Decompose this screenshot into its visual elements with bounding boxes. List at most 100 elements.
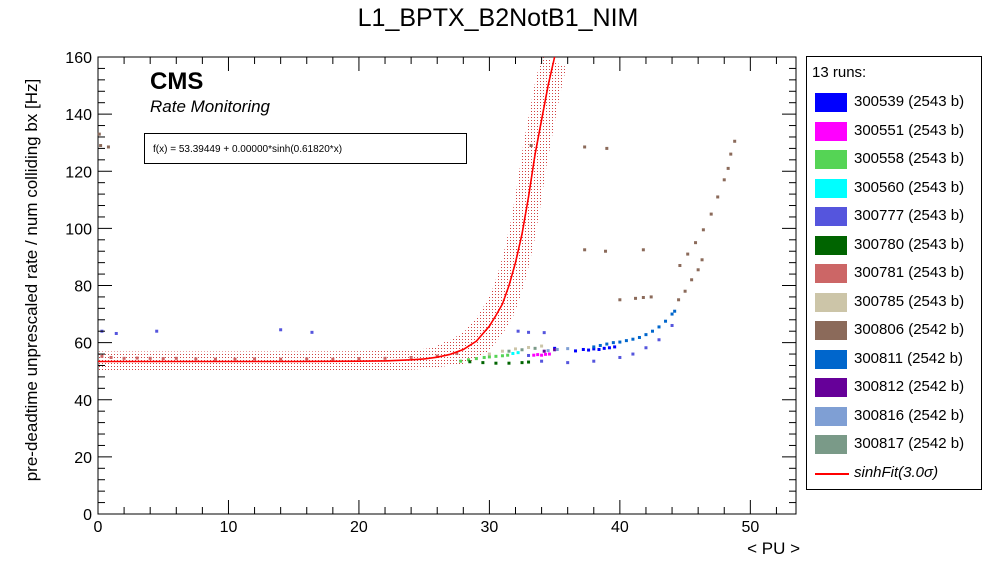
- x-tick-label: 50: [741, 519, 759, 536]
- legend-label: 300816 (2542 b): [854, 406, 965, 424]
- data-point-300781-17: [435, 354, 439, 358]
- legend-label: 300812 (2542 b): [854, 378, 965, 395]
- legend-entry-300558: 300558 (2543 b): [815, 146, 981, 172]
- legend-swatch: [815, 321, 847, 340]
- data-point-300806-15: [690, 278, 694, 282]
- legend-swatch: [815, 150, 847, 169]
- legend-entry-300812: 300812 (2542 b): [815, 374, 981, 400]
- y-tick-label: 160: [65, 50, 92, 67]
- data-point-300811-7: [637, 335, 641, 339]
- data-point-300817-0: [507, 349, 511, 353]
- data-point-300817-1: [520, 348, 524, 352]
- x-tick-label: 10: [220, 519, 238, 536]
- x-tick-label: 30: [481, 519, 499, 536]
- legend-entry-300811: 300811 (2542 b): [815, 346, 981, 372]
- data-point-300558-5: [494, 354, 498, 358]
- legend-swatch: [815, 435, 847, 454]
- data-point-300806-22: [709, 212, 713, 216]
- chart-title: L1_BPTX_B2NotB1_NIM: [357, 4, 639, 32]
- y-axis-label: pre-deadtime unprescaled rate / num coll…: [22, 78, 41, 482]
- data-point-300811-10: [657, 325, 661, 329]
- x-tick-label: 0: [94, 519, 103, 536]
- data-point-300781-7: [194, 357, 198, 361]
- data-point-300806-17: [700, 258, 704, 262]
- data-point-300781-5: [161, 357, 165, 361]
- x-axis-label: < PU >: [747, 539, 800, 558]
- x-tick-label: 20: [350, 519, 368, 536]
- data-point-300816-0: [546, 349, 550, 353]
- data-point-300539-2: [581, 347, 585, 351]
- data-point-300551-2: [540, 353, 544, 357]
- data-point-300777-9: [540, 359, 544, 363]
- data-point-300806-23: [716, 195, 720, 199]
- data-point-300811-9: [650, 329, 654, 333]
- data-point-300781-12: [305, 357, 309, 361]
- legend-label: 300781 (2543 b): [854, 264, 965, 281]
- data-point-300811-6: [631, 337, 635, 341]
- legend-entry-300539: 300539 (2543 b): [815, 89, 981, 115]
- data-point-300558-3: [482, 355, 486, 359]
- data-point-300806-3: [529, 144, 533, 148]
- legend-label: 300811 (2542 b): [854, 349, 963, 367]
- data-point-300806-8: [641, 248, 645, 252]
- data-point-300806-24: [722, 178, 726, 182]
- data-point-300781-3: [135, 356, 139, 360]
- legend: 13 runs: 300539 (2543 b) 300551 (2543 b) 3…: [806, 56, 982, 490]
- data-point-300816-1: [555, 347, 559, 351]
- data-point-300806-0: [97, 132, 101, 136]
- x-tick-label: 40: [611, 519, 629, 536]
- data-point-300560-0: [511, 351, 515, 355]
- data-point-300781-18: [455, 351, 459, 355]
- data-point-300812-1: [553, 348, 557, 352]
- data-point-300777-14: [644, 346, 648, 350]
- data-point-300781-10: [253, 357, 257, 361]
- fit-curve: [98, 56, 556, 363]
- data-point-300811-5: [624, 339, 628, 343]
- data-point-300806-21: [701, 228, 705, 232]
- data-point-300780-3: [507, 361, 511, 365]
- data-point-300806-25: [726, 166, 730, 170]
- data-point-300785-3: [527, 345, 531, 349]
- data-point-300780-5: [527, 360, 531, 364]
- data-point-300806-26: [729, 152, 733, 156]
- data-point-300806-13: [677, 298, 681, 302]
- data-point-300777-15: [657, 338, 661, 342]
- data-point-300780-4: [520, 361, 524, 365]
- y-tick-label: 60: [74, 336, 92, 353]
- data-point-300780-1: [481, 361, 485, 365]
- data-point-300777-11: [592, 359, 596, 363]
- legend-swatch: [815, 406, 847, 426]
- legend-label: 300777 (2543 b): [854, 207, 965, 224]
- data-point-300806-5: [605, 146, 609, 150]
- legend-label: 300780 (2543 b): [854, 235, 965, 253]
- data-point-300806-1: [99, 144, 103, 148]
- data-point-300806-6: [583, 248, 587, 252]
- y-tick-label: 140: [65, 107, 92, 124]
- legend-swatch: [815, 378, 847, 397]
- data-point-300806-16: [696, 268, 700, 272]
- data-point-300539-5: [597, 347, 601, 351]
- fit-formula-text: f(x) = 53.39449 + 0.00000*sinh(0.61820*x…: [153, 144, 343, 155]
- legend-label: 300806 (2542 b): [854, 321, 965, 338]
- data-point-300551-4: [547, 352, 551, 356]
- data-point-300811-13: [673, 309, 677, 313]
- legend-entry-300816: 300816 (2542 b): [815, 403, 981, 429]
- data-point-300806-20: [694, 241, 698, 245]
- legend-swatch: [815, 264, 847, 283]
- data-point-300781-1: [109, 355, 113, 359]
- legend-label: 300539 (2543 b): [854, 93, 965, 110]
- data-point-300811-4: [618, 340, 622, 344]
- data-point-300558-2: [474, 357, 478, 361]
- data-point-300806-2: [106, 145, 110, 149]
- data-point-300785-1: [500, 349, 504, 353]
- data-point-300817-2: [533, 346, 537, 350]
- rate-monitoring-label: Rate Monitoring: [150, 97, 271, 116]
- y-tick-label: 0: [83, 507, 92, 524]
- data-point-300558-0: [459, 359, 463, 363]
- data-point-300812-0: [542, 349, 546, 353]
- data-point-300551-1: [536, 353, 540, 357]
- data-point-300539-7: [607, 346, 611, 350]
- data-point-300816-2: [566, 347, 570, 351]
- data-point-300777-7: [542, 331, 546, 335]
- data-point-300777-6: [527, 330, 531, 334]
